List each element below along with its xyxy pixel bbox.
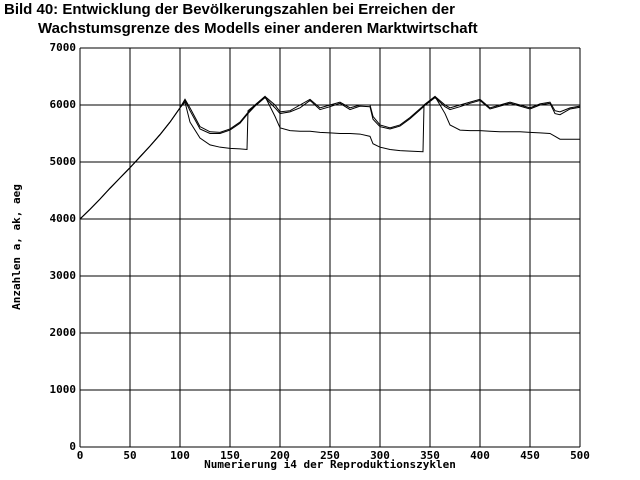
- x-tick-label: 100: [170, 449, 190, 462]
- y-tick-label: 6000: [50, 98, 77, 111]
- y-axis-label: Anzahlen a, ak, aeg: [10, 184, 23, 310]
- x-axis-label: Numerierung i4 der Reproduktionszyklen: [204, 458, 456, 471]
- x-tick-label: 500: [570, 449, 590, 462]
- x-tick-label: 50: [123, 449, 136, 462]
- y-tick-label: 1000: [50, 383, 77, 396]
- x-tick-label: 0: [77, 449, 84, 462]
- y-tick-label: 3000: [50, 269, 77, 282]
- x-tick-label: 150: [220, 449, 240, 462]
- y-tick-label: 7000: [50, 41, 77, 54]
- y-tick-label: 5000: [50, 155, 77, 168]
- x-tick-label: 200: [270, 449, 290, 462]
- series-line: [79, 95, 580, 220]
- x-tick-label: 300: [370, 449, 390, 462]
- chart-title: Bild 40: Entwicklung der Bevölkerungszah…: [4, 1, 455, 18]
- y-tick-label: 4000: [50, 212, 77, 225]
- x-tick-label: 450: [520, 449, 540, 462]
- y-tick-label: 0: [69, 440, 76, 453]
- x-tick-label: 350: [420, 449, 440, 462]
- x-tick-label: 250: [320, 449, 340, 462]
- chart-title: Wachstumsgrenze des Modells einer andere…: [38, 20, 478, 37]
- y-tick-label: 2000: [50, 326, 77, 339]
- x-tick-label: 400: [470, 449, 490, 462]
